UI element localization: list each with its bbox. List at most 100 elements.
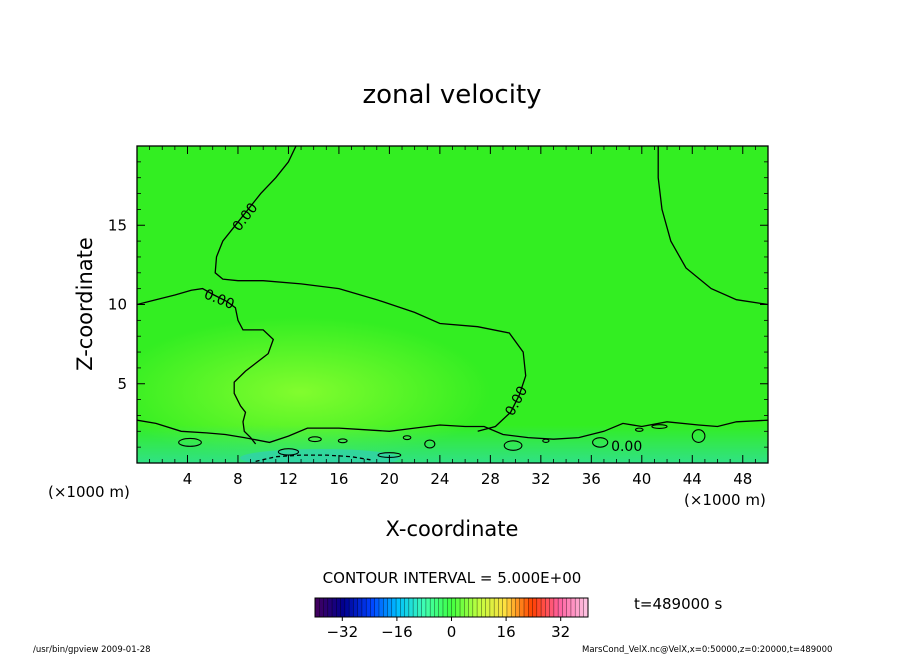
colorbar-cell [464,598,470,617]
x-axis-ticks: 4 8 12 16 20 24 28 32 36 40 44 48 [149,146,756,488]
colorbar-cell [575,598,581,617]
colorbar [315,598,589,617]
contour-islet-8 [634,427,644,432]
y-tick-label: 5 [117,375,127,393]
colorbar-tick-label: −16 [381,623,413,641]
x-tick-label: 16 [329,470,348,488]
contour-line-3 [137,419,768,444]
x-tick-label: 4 [183,470,193,488]
colorbar-cell [315,598,320,617]
footer-right: MarsCond_VelX.nc@VelX,x=0:50000,z=0:2000… [582,645,832,654]
colorbar-cell [378,598,384,617]
contour-islet-4 [424,439,436,449]
contour-islet-7 [592,437,609,448]
colorbar-tick-label: 0 [447,623,457,641]
colorbar-cell [391,598,397,617]
colorbar-cell [502,598,508,617]
colorbar-cell [383,598,389,617]
x-axis-unit-right: (×1000 m) [684,491,766,509]
x-tick-label: 24 [430,470,449,488]
colorbar-cell [417,598,423,617]
colorbar-tick-label: 32 [551,623,570,641]
contour-lines [137,146,768,463]
colorbar-cell [472,598,478,617]
colorbar-cell [374,598,380,617]
colorbar-cell [528,598,534,617]
colorbar-cell [344,598,350,617]
colorbar-cell [323,598,329,617]
colorbar-cell [541,598,546,617]
y-tick-label: 10 [108,296,127,314]
x-tick-label: 32 [531,470,550,488]
colorbar-cell [327,598,333,617]
x-tick-label: 44 [683,470,702,488]
colorbar-cell [404,598,410,617]
colorbar-cell [579,598,585,617]
x-tick-label: 8 [233,470,243,488]
contour-islet-1 [308,436,322,443]
contour-line-4 [255,454,371,463]
plot-area: 0.000.000.000.00 [137,146,768,463]
contour-interval-text: CONTOUR INTERVAL = 5.000E+00 [323,569,582,587]
colorbar-cell [519,598,525,617]
colorbar-cell [515,598,521,617]
x-tick-label: 20 [380,470,399,488]
contour-islet-3 [402,435,412,441]
x-axis-label: X-coordinate [386,517,519,541]
chart-title: zonal velocity [362,80,541,110]
colorbar-cell [349,598,354,617]
colorbar-cell [396,598,401,617]
colorbar-cell [536,598,542,617]
colorbar-cell [319,598,325,617]
colorbar-cell [370,598,376,617]
colorbar-cell [524,598,529,617]
colorbar-cell [562,598,568,617]
contour-islet-9 [651,424,668,429]
y-tick-label: 15 [108,216,127,234]
colorbar-cell [506,598,512,617]
x-tick-label: 40 [632,470,651,488]
colorbar-tick-label: −32 [326,623,358,641]
colorbar-cell [336,598,342,617]
colorbar-cell [583,598,589,617]
colorbar-cell [366,598,372,617]
colorbar-cell [430,598,436,617]
contour-line-2 [657,146,768,306]
y-axis-label: Z-coordinate [73,237,97,371]
colorbar-cell [447,598,453,617]
colorbar-cell [498,598,504,617]
colorbar-cell [511,598,517,617]
x-tick-label: 36 [582,470,601,488]
contour-line-0 [214,146,527,432]
colorbar-cell [553,598,559,617]
x-axis-unit-left: (×1000 m) [48,483,130,501]
colorbar-cell [455,598,461,617]
colorbar-cell [425,598,431,617]
colorbar-cell [485,598,491,617]
contour-islet-10 [691,429,706,443]
colorbar-cell [353,598,359,617]
colorbar-cell [468,598,474,617]
colorbar-cell [442,598,448,617]
contour-islet-6 [542,438,550,443]
colorbar-cell [438,598,444,617]
contour-line-1 [137,287,275,445]
y-axis-ticks: 5 10 15 [108,161,768,448]
colorbar-cell [408,598,414,617]
colorbar-cell [400,598,406,617]
colorbar-cell [332,598,337,617]
colorbar-cell [477,598,482,617]
contour-islet-0 [178,437,202,447]
colorbar-ticks: −32 −16 0 16 32 [326,617,570,641]
colorbar-cell [357,598,363,617]
x-tick-label: 48 [733,470,752,488]
near-surface-shade [137,425,768,463]
colorbar-cell [434,598,440,617]
colorbar-cell [532,598,538,617]
colorbar-cell [361,598,367,617]
contour-islet-5 [503,440,523,451]
colorbar-cell [549,598,555,617]
colorbar-tick-label: 16 [497,623,516,641]
colorbar-cell [570,598,576,617]
